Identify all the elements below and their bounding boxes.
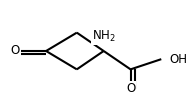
Text: NH$_2$: NH$_2$ bbox=[92, 29, 116, 44]
Text: OH: OH bbox=[169, 53, 187, 66]
Text: O: O bbox=[126, 82, 135, 95]
Text: O: O bbox=[11, 44, 20, 58]
